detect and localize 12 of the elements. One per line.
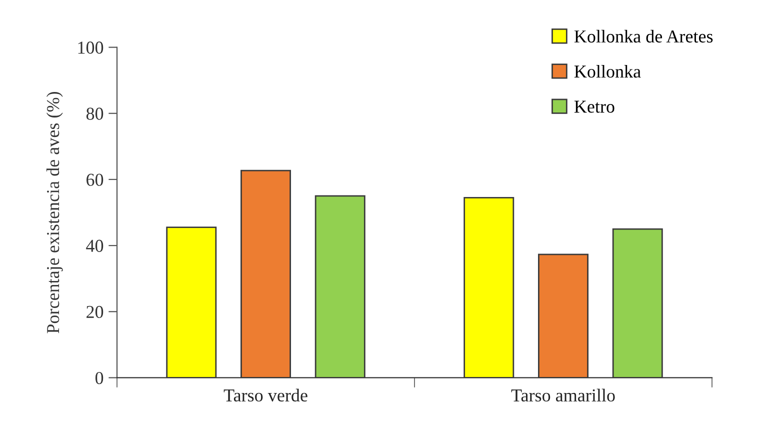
y-tick-label: 0 <box>95 372 104 384</box>
y-tick-label: 60 <box>86 174 104 186</box>
x-tick-label: Tarso amarillo <box>511 388 615 402</box>
y-axis-title: Porcentaje existencia de aves (%) <box>46 92 63 334</box>
y-tick-label: 80 <box>86 108 104 120</box>
legend-label: Kollonka <box>574 64 641 78</box>
y-tick-label: 40 <box>86 240 104 252</box>
x-tick-label: Tarso verde <box>224 388 308 402</box>
legend-label: Kollonka de Aretes <box>574 30 713 43</box>
y-tick-label: 100 <box>78 42 104 54</box>
legend-label: Ketro <box>574 100 614 113</box>
y-tick-label: 20 <box>86 306 104 318</box>
